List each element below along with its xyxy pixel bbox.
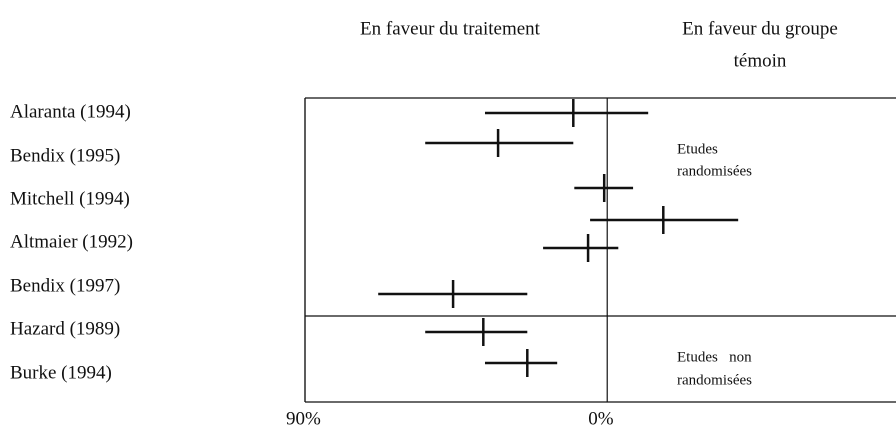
row-label: Bendix (1997): [10, 275, 120, 296]
row-label: Hazard (1989): [10, 318, 120, 339]
x-tick-label: 90%: [286, 408, 321, 429]
header: En faveur du groupe: [682, 18, 838, 39]
annotation: Etudes: [677, 141, 718, 157]
annotation: randomisées: [677, 163, 752, 179]
x-tick-label: 0%: [588, 408, 614, 429]
row-label: Bendix (1995): [10, 145, 120, 166]
annotation: randomisées: [677, 372, 752, 388]
row-label: Burke (1994): [10, 362, 112, 383]
header: En faveur du traitement: [360, 18, 541, 39]
annotation: Etudes non: [677, 349, 752, 365]
row-label: Altmaier (1992): [10, 231, 133, 252]
row-label: Alaranta (1994): [10, 101, 131, 122]
header: témoin: [734, 50, 787, 71]
row-label: Mitchell (1994): [10, 188, 130, 209]
